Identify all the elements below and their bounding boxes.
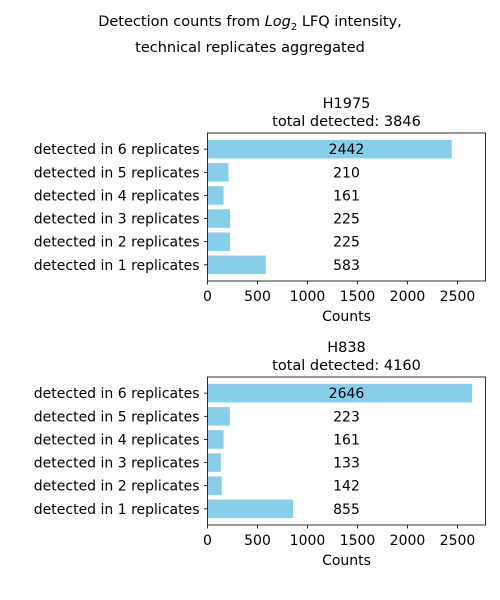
y-tick-label: detected in 1 replicates bbox=[34, 502, 200, 518]
y-tick-label: detected in 5 replicates bbox=[34, 409, 200, 425]
chart-subtitle: total detected: 3846 bbox=[272, 114, 421, 130]
y-tick-label: detected in 4 replicates bbox=[34, 432, 200, 448]
x-tick-label: 2000 bbox=[390, 533, 426, 549]
y-tick-label: detected in 6 replicates bbox=[34, 386, 200, 402]
bar-6 bbox=[207, 499, 293, 519]
bar-5 bbox=[207, 232, 230, 251]
data-label: 161 bbox=[333, 432, 360, 448]
y-tick-label: detected in 1 replicates bbox=[34, 258, 200, 274]
x-axis-label: Counts bbox=[322, 309, 371, 325]
x-tick-label: 500 bbox=[244, 289, 271, 305]
chart-subtitle: total detected: 4160 bbox=[272, 358, 421, 374]
chart-title: H838 bbox=[327, 340, 366, 356]
data-label: 855 bbox=[333, 502, 360, 518]
x-tick-label: 1500 bbox=[340, 533, 376, 549]
bar-4 bbox=[207, 453, 221, 472]
x-tick-label: 1000 bbox=[290, 533, 326, 549]
suptitle-line-1: Detection counts from Log2 LFQ intensity… bbox=[0, 12, 500, 38]
bar-1 bbox=[207, 139, 452, 159]
data-label: 225 bbox=[333, 235, 360, 251]
x-tick-label: 1500 bbox=[340, 289, 376, 305]
data-label: 583 bbox=[333, 258, 360, 274]
data-label: 223 bbox=[333, 409, 360, 425]
x-tick-label: 1000 bbox=[290, 289, 326, 305]
bar-2 bbox=[207, 407, 230, 426]
chart-panel-2: H838 total detected: 4160 detected in 6 re… bbox=[34, 340, 486, 569]
y-tick-label: detected in 6 replicates bbox=[34, 142, 200, 158]
chart-title: H1975 bbox=[323, 96, 371, 112]
y-tick-label: detected in 2 replicates bbox=[34, 479, 200, 495]
axes-frame bbox=[207, 376, 486, 526]
x-tick-label: 2500 bbox=[440, 289, 476, 305]
data-label: 2442 bbox=[329, 142, 365, 158]
data-label: 210 bbox=[333, 165, 360, 181]
suptitle-log-symbol: Log bbox=[264, 14, 291, 30]
bar-1 bbox=[207, 383, 473, 403]
x-tick-label: 0 bbox=[203, 533, 212, 549]
x-tick-label: 0 bbox=[203, 289, 212, 305]
y-tick-label: detected in 3 replicates bbox=[34, 212, 200, 228]
chart-panel-1: H1975 total detected: 3846 detected in 6 r… bbox=[34, 96, 486, 325]
x-axis-label: Counts bbox=[322, 553, 371, 569]
data-label: 161 bbox=[333, 188, 360, 204]
suptitle-log-base: 2 bbox=[290, 21, 298, 33]
data-label: 2646 bbox=[329, 386, 365, 402]
data-label: 133 bbox=[333, 456, 360, 472]
bar-2 bbox=[207, 163, 229, 182]
suptitle-suffix: LFQ intensity, bbox=[297, 14, 402, 30]
bar-3 bbox=[207, 186, 224, 205]
data-label: 225 bbox=[333, 212, 360, 228]
suptitle-prefix: Detection counts from bbox=[98, 14, 265, 30]
y-tick-label: detected in 3 replicates bbox=[34, 456, 200, 472]
x-tick-label: 2000 bbox=[390, 289, 426, 305]
bar-6 bbox=[207, 255, 266, 275]
x-tick-label: 2500 bbox=[440, 533, 476, 549]
bar-5 bbox=[207, 476, 222, 495]
axes-frame bbox=[207, 132, 486, 282]
y-tick-label: detected in 5 replicates bbox=[34, 165, 200, 181]
bar-4 bbox=[207, 209, 230, 228]
figure-suptitle: Detection counts from Log2 LFQ intensity… bbox=[0, 12, 500, 58]
suptitle-line-2: technical replicates aggregated bbox=[135, 39, 365, 56]
bar-3 bbox=[207, 430, 224, 449]
data-label: 142 bbox=[333, 479, 360, 495]
x-tick-label: 500 bbox=[244, 533, 271, 549]
y-tick-label: detected in 2 replicates bbox=[34, 235, 200, 251]
y-tick-label: detected in 4 replicates bbox=[34, 188, 200, 204]
